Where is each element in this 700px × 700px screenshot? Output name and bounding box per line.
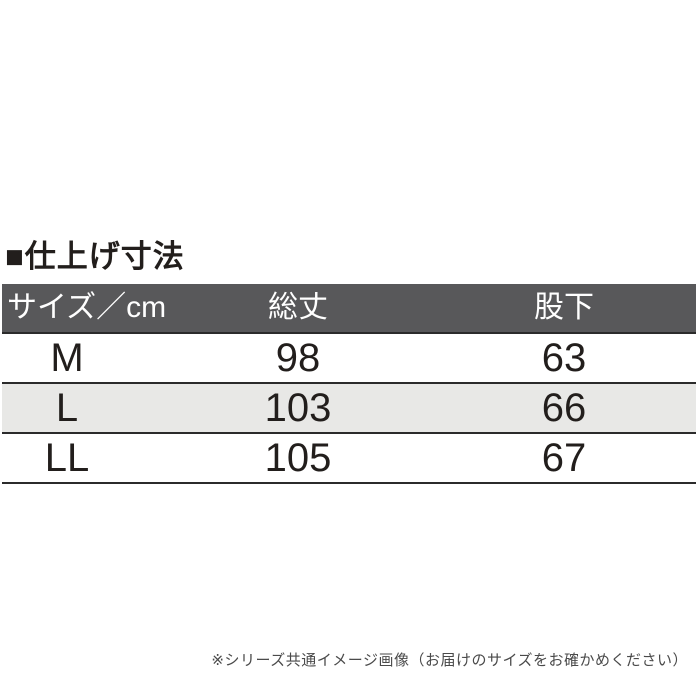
- section-title: ■仕上げ寸法: [5, 239, 185, 274]
- size-label: L: [55, 386, 79, 430]
- footnote: ※シリーズ共通イメージ画像（お届けのサイズをお確かめください）: [211, 652, 688, 669]
- header-cell-size-cm: サイズ／cm: [7, 291, 167, 324]
- table-header-row: サイズ／cm 総丈 股下: [2, 284, 696, 334]
- inseam-value: 66: [541, 386, 587, 430]
- inseam-value: 67: [541, 436, 587, 480]
- total-length-value: 98: [275, 336, 321, 380]
- total-length-value: 105: [264, 436, 332, 480]
- table-row-m: M 98 63: [2, 334, 696, 384]
- table-row-ll: LL 105 67: [2, 434, 696, 484]
- header-cell-total-length: 総丈: [268, 291, 328, 324]
- inseam-value: 63: [541, 336, 587, 380]
- size-table: サイズ／cm 総丈 股下 M 98 63 L 103 66 LL 105 67: [2, 284, 696, 484]
- size-label: M: [50, 336, 84, 380]
- size-label: LL: [44, 436, 90, 480]
- table-row-l: L 103 66: [2, 384, 696, 434]
- total-length-value: 103: [264, 386, 332, 430]
- header-cell-inseam: 股下: [534, 291, 594, 324]
